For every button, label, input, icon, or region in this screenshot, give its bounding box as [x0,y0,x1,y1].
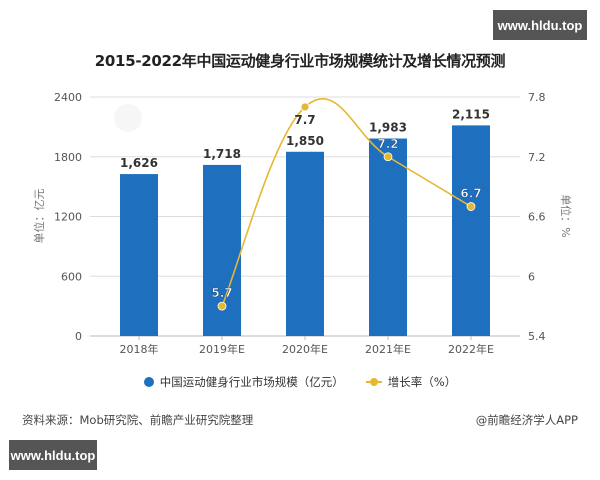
svg-text:2021年E: 2021年E [365,342,411,356]
svg-text:7.8: 7.8 [528,91,546,104]
svg-text:6: 6 [528,270,535,283]
chart-title: 2015-2022年中国运动健身行业市场规模统计及增长情况预测 [94,52,506,70]
watermark-badge-bottom: www.hldu.top [9,440,97,470]
legend-label-growth-rate: 增长率（%） [387,375,457,389]
svg-text:6.7: 6.7 [460,187,481,201]
svg-text:1,626: 1,626 [120,156,158,170]
svg-text:2019年E: 2019年E [199,342,245,356]
bar[interactable] [120,174,158,336]
svg-text:2018年: 2018年 [120,342,159,356]
svg-text:1,850: 1,850 [286,134,324,148]
growth-point[interactable] [300,102,310,112]
y-axis-right-title: 单位：% [559,194,573,237]
legend-item-market-size[interactable]: 中国运动健身行业市场规模（亿元） [143,374,344,390]
legend-bar-marker-icon [143,377,154,387]
data-labels: 1,626 1,718 1,850 1,983 2,115 5.7 7.7 7.2 6.7 [120,107,490,300]
y-axis-right: 5.4 6 6.6 7.2 7.8 [528,91,546,343]
bar-series [120,125,490,336]
svg-text:0: 0 [75,330,82,343]
growth-line-series [217,98,476,311]
source-note: 资料来源：Mob研究院、前瞻产业研究院整理 [22,413,254,427]
legend-line-marker-icon [365,377,382,387]
y-axis-left: 0 600 1200 1800 2400 [54,91,82,343]
svg-text:600: 600 [61,270,82,283]
watermark-badge-top: www.hldu.top [493,10,587,40]
svg-text:7.2: 7.2 [377,137,398,151]
growth-point[interactable] [466,202,476,211]
bar[interactable] [369,138,407,336]
svg-text:1200: 1200 [54,211,82,224]
svg-text:1,983: 1,983 [369,121,407,135]
svg-text:2020年E: 2020年E [282,342,328,356]
svg-text:7.2: 7.2 [528,151,546,164]
credit-note: @前瞻经济学人APP [475,413,578,427]
svg-text:2,115: 2,115 [452,107,490,121]
svg-text:2400: 2400 [54,91,82,104]
growth-point[interactable] [217,301,227,311]
svg-text:6.6: 6.6 [528,211,546,224]
logo-watermark [114,104,142,132]
growth-point[interactable] [383,152,393,162]
svg-text:7.7: 7.7 [294,113,315,127]
y-axis-left-title: 单位：亿元 [32,189,46,244]
svg-text:5.7: 5.7 [211,286,232,300]
svg-text:5.4: 5.4 [528,330,546,343]
x-axis: 2018年 2019年E 2020年E 2021年E 2022年E [120,336,494,356]
svg-text:1800: 1800 [54,151,82,164]
legend-label-market-size: 中国运动健身行业市场规模（亿元） [159,375,344,389]
bar[interactable] [286,151,324,336]
bar[interactable] [452,125,490,336]
legend-item-growth-rate[interactable]: 增长率（%） [365,374,457,390]
svg-text:1,718: 1,718 [203,147,241,161]
legend: 中国运动健身行业市场规模（亿元） 增长率（%） [0,374,600,390]
svg-text:2022年E: 2022年E [448,342,494,356]
